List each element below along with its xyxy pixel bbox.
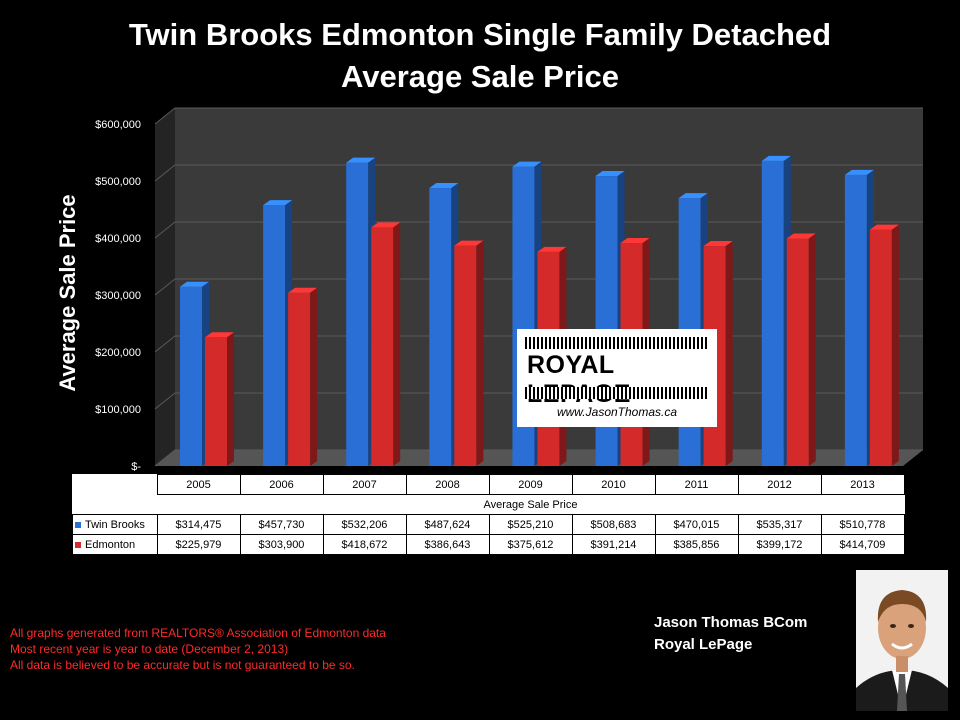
signature: Jason Thomas BCom Royal LePage xyxy=(654,612,807,656)
data-table: 2005 2006 2007 2008 2009 2010 2011 2012 … xyxy=(72,474,905,555)
table-cell: $470,015 xyxy=(654,514,739,535)
table-header-cell: 2009 xyxy=(488,474,573,495)
table-cell: $414,709 xyxy=(820,534,905,555)
agent-name: Jason Thomas BCom xyxy=(654,614,808,631)
table-cell: $525,210 xyxy=(488,514,573,535)
gridline xyxy=(154,221,923,239)
bar-twin-brooks-2012 xyxy=(761,155,791,466)
table-cell: $510,778 xyxy=(820,514,905,535)
y-tick-label: $100,000 xyxy=(95,404,141,416)
agent-company: Royal LePage xyxy=(654,636,753,653)
bar-twin-brooks-2006 xyxy=(263,200,293,466)
logo-stripe-top xyxy=(525,337,709,349)
bar-twin-brooks-2008 xyxy=(429,183,459,466)
table-cell: $314,475 xyxy=(156,514,241,535)
table-header-cell: 2006 xyxy=(239,474,324,495)
table-header-row: 2005 2006 2007 2008 2009 2010 2011 2012 … xyxy=(72,474,905,495)
royal-lepage-logo: ROYAL LEPAGE www.JasonThomas.ca xyxy=(517,329,717,427)
table-header-cell: 2008 xyxy=(405,474,490,495)
chart-title: Twin Brooks Edmonton Single Family Detac… xyxy=(128,17,832,52)
footer-line: All data is believed to be accurate but … xyxy=(10,658,355,672)
x-axis-title: Average Sale Price xyxy=(483,498,578,511)
table-cell: $508,683 xyxy=(571,514,656,535)
table-row: Twin Brooks $314,475 $457,730 $532,206 $… xyxy=(72,514,905,535)
table-axis-title-row: Average Sale Price xyxy=(72,494,905,515)
gridline xyxy=(154,449,923,467)
bar-chart: $600,000 $500,000 $400,000 $300,000 $200,000… xyxy=(95,107,923,473)
gridline xyxy=(154,107,923,125)
table-cell: $375,612 xyxy=(488,534,573,555)
bar-edmonton-2012 xyxy=(786,233,816,466)
bar-edmonton-2013 xyxy=(869,224,899,466)
footer-disclaimer: All graphs generated from REALTORS® Asso… xyxy=(10,625,386,673)
bar-twin-brooks-2013 xyxy=(844,169,874,466)
table-row: Edmonton $225,979 $303,900 $418,672 $386… xyxy=(72,534,905,555)
bar-twin-brooks-2007 xyxy=(346,157,376,466)
logo-brand: ROYAL LEPAGE xyxy=(527,351,630,408)
table-cell: $532,206 xyxy=(322,514,407,535)
chart-subtitle: Average Sale Price xyxy=(340,59,620,94)
y-tick-label: $400,000 xyxy=(95,233,141,245)
logo-url: www.JasonThomas.ca xyxy=(556,405,678,419)
footer-line: Most recent year is year to date (Decemb… xyxy=(10,642,289,656)
bar-edmonton-2008 xyxy=(454,240,484,466)
legend-swatch xyxy=(75,521,81,528)
footer-line: All graphs generated from REALTORS® Asso… xyxy=(10,626,386,640)
table-header-cell: 2005 xyxy=(156,474,241,495)
bar-twin-brooks-2005 xyxy=(180,281,209,466)
table-header-cell: 2011 xyxy=(654,474,739,495)
table-cell: $399,172 xyxy=(737,534,822,555)
y-tick-label: $600,000 xyxy=(95,119,141,131)
legend-item-twin-brooks: Twin Brooks xyxy=(72,514,158,535)
bar-edmonton-2007 xyxy=(371,222,401,466)
table-cell: $386,643 xyxy=(405,534,490,555)
table-header-cell: 2007 xyxy=(322,474,407,495)
bar-edmonton-2006 xyxy=(288,287,318,466)
bar-edmonton-2005 xyxy=(205,332,234,466)
legend-label: Edmonton xyxy=(85,538,136,551)
agent-photo xyxy=(856,570,948,711)
legend-swatch xyxy=(75,541,81,548)
gridline xyxy=(154,164,923,182)
legend-label: Twin Brooks xyxy=(85,518,145,531)
table-header-cell: 2013 xyxy=(820,474,905,495)
table-header-cell: 2010 xyxy=(571,474,656,495)
table-cell: $225,979 xyxy=(156,534,241,555)
table-cell: $535,317 xyxy=(737,514,822,535)
table-header-cell: 2012 xyxy=(737,474,822,495)
y-tick-label: $200,000 xyxy=(95,347,141,359)
table-cell: $457,730 xyxy=(239,514,324,535)
table-cell: $487,624 xyxy=(405,514,490,535)
y-tick-label: $- xyxy=(131,461,141,473)
legend-item-edmonton: Edmonton xyxy=(72,534,158,555)
table-cell: $418,672 xyxy=(322,534,407,555)
y-tick-label: $500,000 xyxy=(95,176,141,188)
table-cell: $303,900 xyxy=(239,534,324,555)
table-cell: $385,856 xyxy=(654,534,739,555)
logo-stripe-bottom xyxy=(525,387,709,399)
y-tick-label: $300,000 xyxy=(95,290,141,302)
gridline xyxy=(154,278,923,296)
table-cell: $391,214 xyxy=(571,534,656,555)
